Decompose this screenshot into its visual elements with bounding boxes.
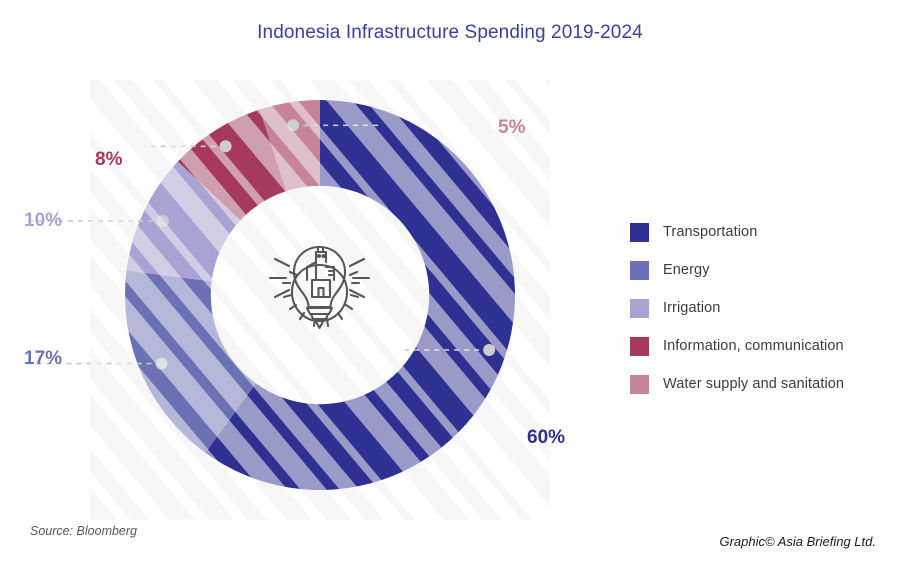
legend-item-irrigation: Irrigation bbox=[630, 289, 890, 327]
leader-dot bbox=[287, 119, 300, 132]
legend-item-information-communication: Information, communication bbox=[630, 327, 890, 365]
infrastructure-lightbulb-gear-icon bbox=[268, 245, 371, 330]
legend-item-label: Water supply and sanitation bbox=[663, 376, 845, 392]
legend-item-label: Transportation bbox=[663, 224, 758, 240]
pct-label-irrigation: 10% bbox=[24, 210, 63, 231]
pct-label-information-communication: 8% bbox=[95, 149, 123, 170]
leader-dot bbox=[155, 357, 168, 370]
legend-swatch-icon bbox=[630, 260, 649, 280]
leader-dot bbox=[483, 343, 496, 356]
chart-legend: Transportation Energy Irrigation Informa… bbox=[630, 213, 890, 403]
legend-swatch-icon bbox=[630, 374, 649, 394]
leader-dot bbox=[156, 215, 169, 228]
legend-swatch-icon bbox=[630, 336, 649, 356]
pct-label-energy: 17% bbox=[24, 348, 63, 369]
source-note: Source: Bloomberg bbox=[30, 524, 138, 538]
page-title: Indonesia Infrastructure Spending 2019-2… bbox=[257, 22, 643, 43]
legend-item-transportation: Transportation bbox=[630, 213, 890, 251]
pct-label-water-supply: 5% bbox=[498, 117, 526, 138]
legend-item-label: Information, communication bbox=[663, 338, 844, 354]
donut-chart bbox=[25, 80, 550, 520]
legend-item-label: Energy bbox=[663, 262, 710, 278]
legend-swatch-icon bbox=[630, 298, 649, 318]
leader-dot bbox=[219, 140, 232, 153]
credit-note: Graphic© Asia Briefing Ltd. bbox=[719, 534, 876, 549]
legend-swatch-icon bbox=[630, 222, 649, 242]
legend-item-energy: Energy bbox=[630, 251, 890, 289]
legend-item-water-supply-and-sanitation: Water supply and sanitation bbox=[630, 365, 890, 403]
pct-label-transportation: 60% bbox=[527, 427, 566, 448]
legend-item-label: Irrigation bbox=[663, 300, 721, 316]
